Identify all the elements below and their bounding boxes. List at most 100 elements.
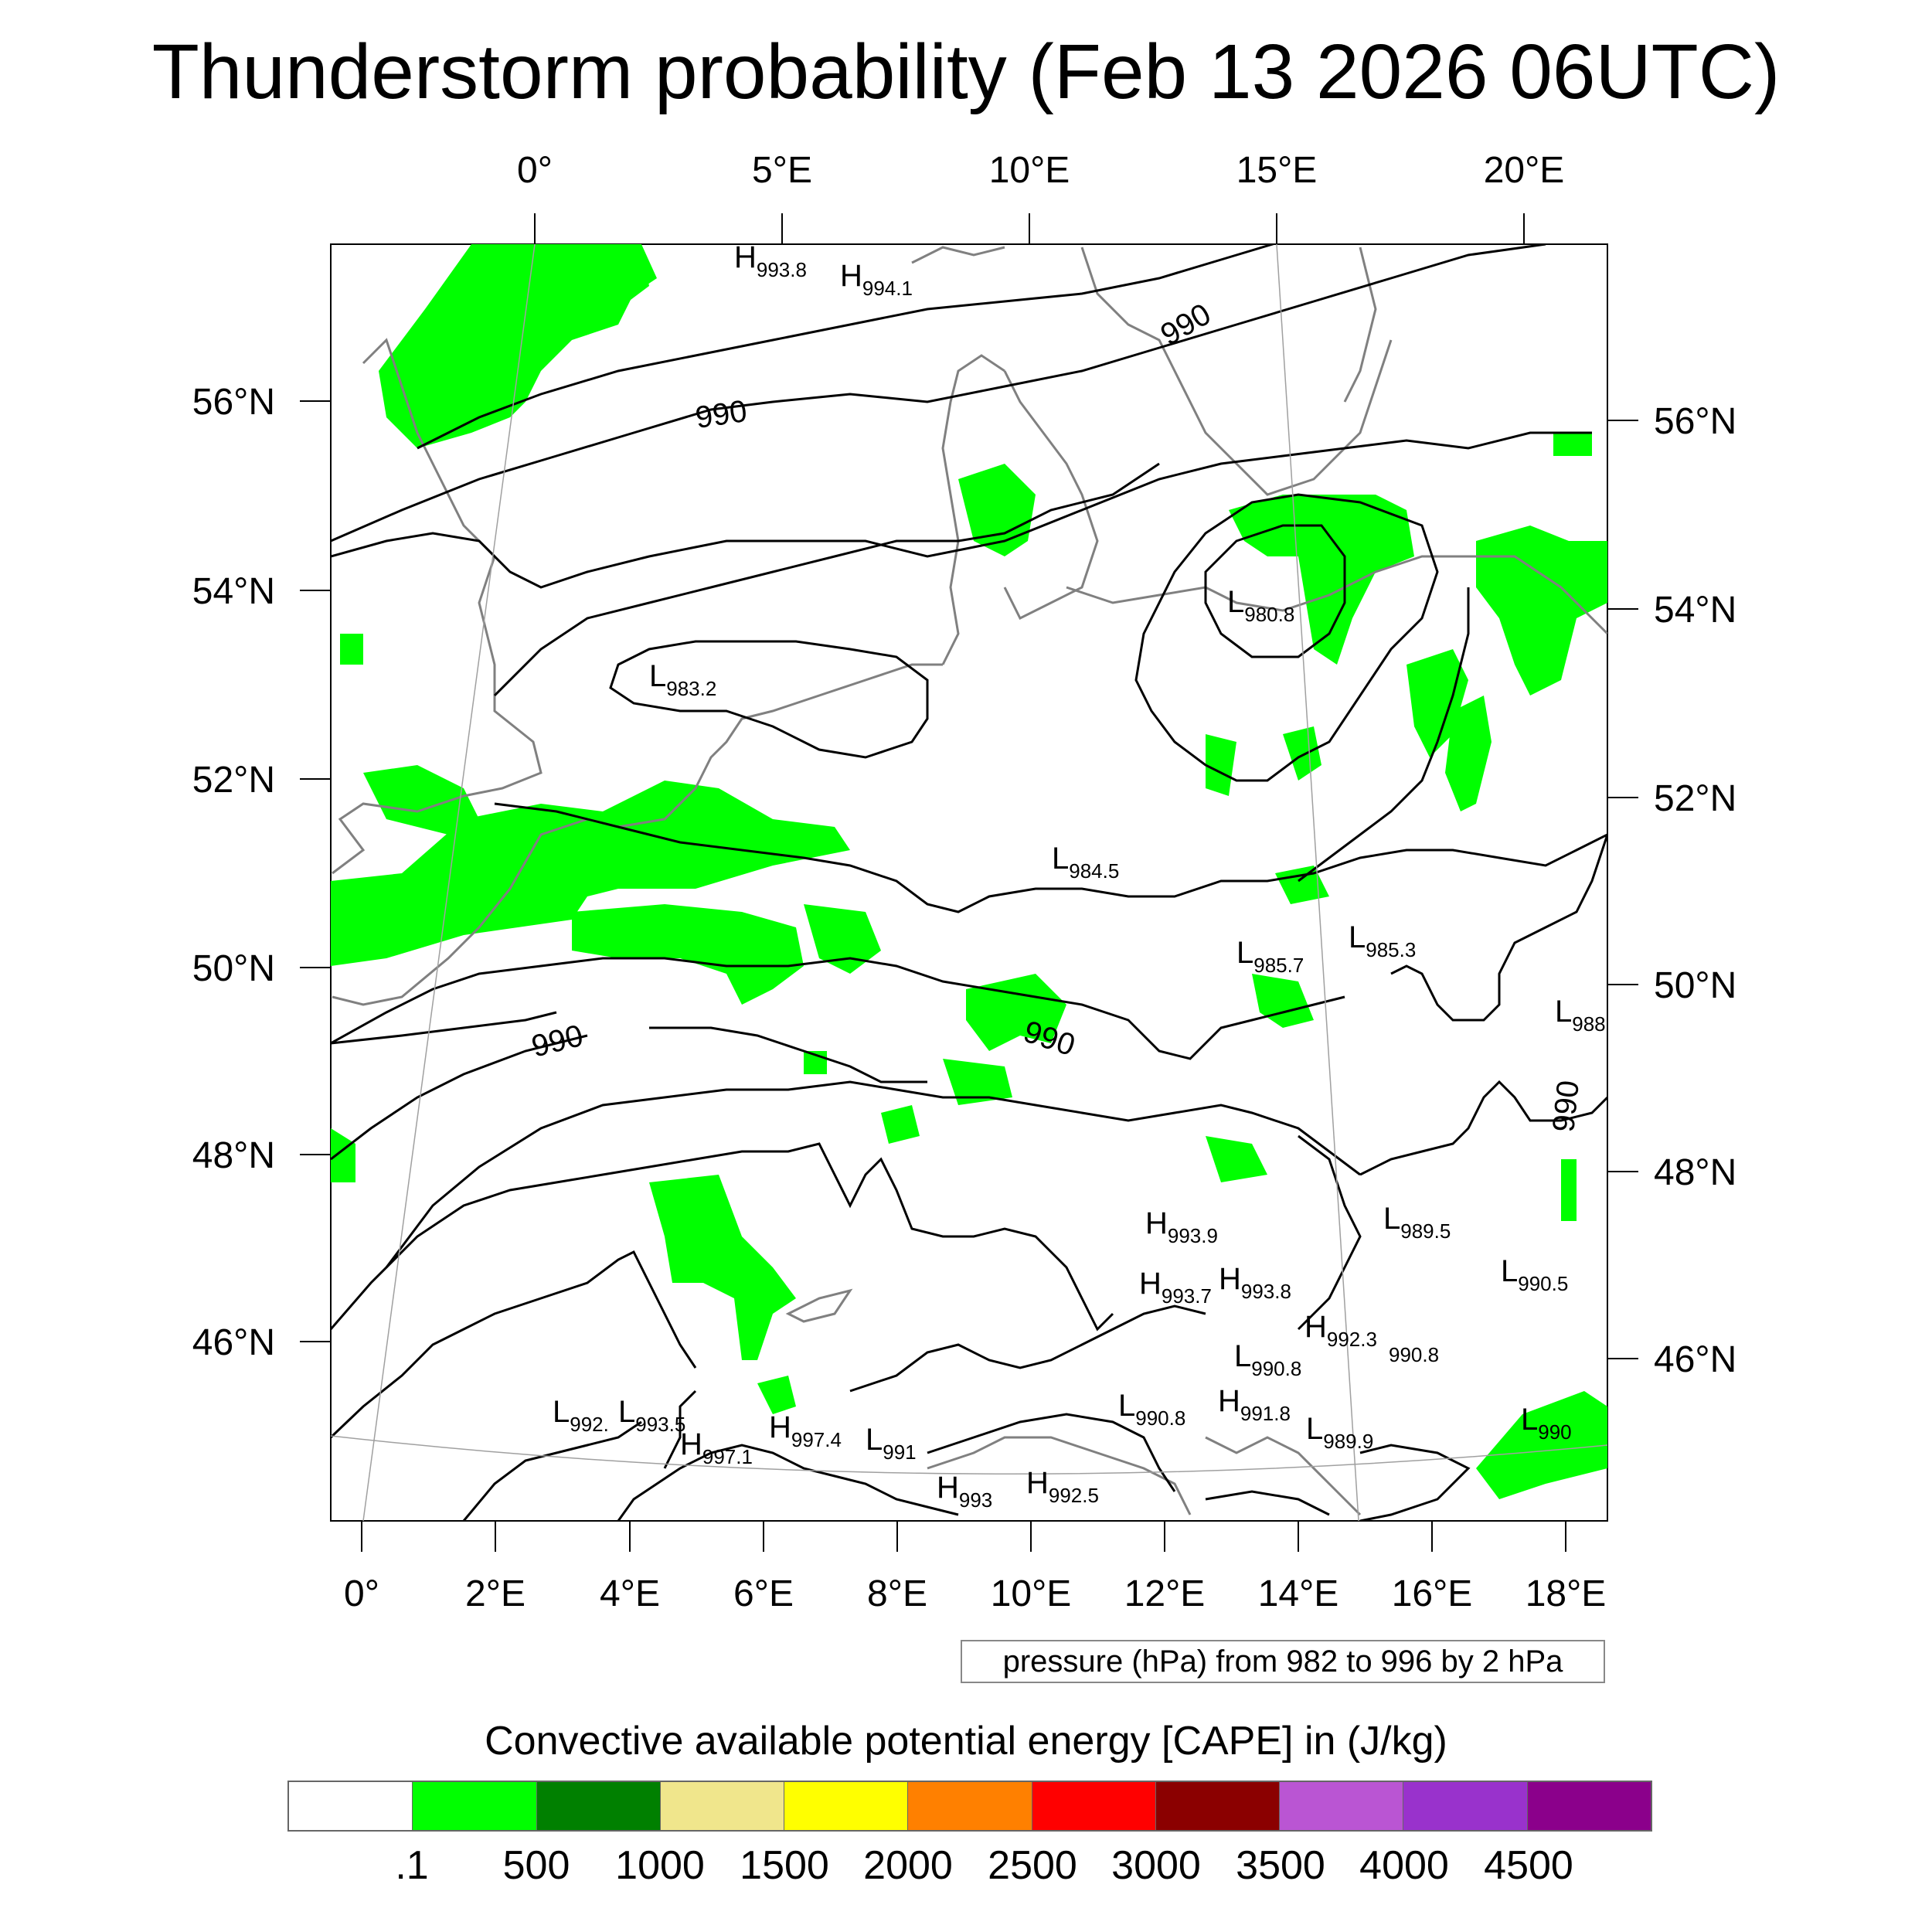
pressure-center-label: H993.8 (1219, 1262, 1291, 1303)
coast-sweden (1080, 247, 1393, 496)
cape-region-denmark (958, 464, 1036, 556)
colorbar-swatch (1280, 1782, 1404, 1830)
left-lat-label: 46°N (192, 1322, 275, 1363)
bottom-lon-label: 16°E (1392, 1573, 1473, 1614)
colorbar-swatch (1527, 1782, 1651, 1830)
colorbar-swatch (1032, 1782, 1156, 1830)
pressure-center-label: L991 (866, 1423, 917, 1464)
left-lat-label: 56°N (192, 382, 275, 423)
contour-n4 (493, 462, 1160, 697)
pressure-center-label: H993.8 (734, 240, 807, 281)
cape-region-adriatic (1476, 1391, 1607, 1499)
left-lat-label: 50°N (192, 948, 275, 989)
pressure-center-label: H997.4 (769, 1410, 842, 1451)
pressure-center-label: L985.3 (1349, 920, 1416, 961)
cape-region-e-edge (1561, 1159, 1577, 1221)
cape-region-czech (1252, 974, 1314, 1028)
coast-italy-north (927, 1436, 1192, 1515)
coast-norway-south (911, 246, 1005, 264)
meridian-15e (1276, 244, 1359, 1521)
meridian-0-top (362, 244, 536, 1521)
top-lon-label: 20°E (1484, 150, 1565, 191)
coast-france-north (332, 818, 619, 1006)
colorbar-label: 3000 (1111, 1843, 1201, 1888)
colorbar-label: .1 (395, 1843, 429, 1888)
contour-low-980-inner (1204, 524, 1346, 658)
pressure-center-label-extra: 990.8 (1389, 1343, 1439, 1366)
right-lat-label: 50°N (1654, 965, 1736, 1006)
colorbar-swatch (908, 1782, 1032, 1830)
left-lat-label: 52°N (192, 760, 275, 801)
right-lat-label: 48°N (1654, 1152, 1736, 1193)
contour-south-1 (331, 1034, 1361, 1268)
parallel-45n (331, 1435, 1607, 1475)
pressure-center-label: H992.5 (1026, 1466, 1099, 1507)
contour-central-2 (331, 957, 1345, 1060)
pressure-center-label: L985.7 (1236, 936, 1304, 977)
contour-low-983 (609, 640, 929, 759)
pressure-center-label: L990.5 (1501, 1254, 1568, 1295)
top-lon-label: 15°E (1236, 150, 1318, 191)
bottom-lon-label: 12°E (1124, 1573, 1206, 1614)
cape-region-n-italy (757, 1376, 796, 1414)
cape-region-belgium (572, 904, 804, 1005)
left-lat-label: 48°N (192, 1135, 275, 1176)
pressure-center-label: L984.5 (1052, 842, 1119, 883)
contour-east-3 (1359, 1080, 1607, 1176)
coast-netherlands (617, 663, 943, 828)
contour-se-1 (927, 1413, 1330, 1516)
colorbar-swatch (413, 1782, 537, 1830)
contour-label: 990 (1546, 1079, 1586, 1134)
contour-south-3 (331, 1250, 697, 1439)
cape-regions (331, 244, 1607, 1499)
cape-region-ne-spot (1553, 433, 1592, 456)
top-ticks (534, 213, 1525, 244)
cape-region-pl-ne (1445, 696, 1492, 811)
pressure-center-label: L990.8 (1118, 1389, 1185, 1430)
contour-east-loop (1297, 1134, 1362, 1331)
contour-east-2 (1390, 834, 1607, 1022)
cape-region-slovakia (1206, 1136, 1267, 1182)
contour-n3 (331, 431, 1592, 589)
cape-region-alps-west (649, 1175, 796, 1360)
right-ticks (1607, 420, 1638, 1359)
pressure-center-label: H994.1 (840, 259, 913, 300)
left-lat-label: 54°N (192, 571, 275, 612)
bottom-lon-label: 6°E (733, 1573, 794, 1614)
pressure-center-label: H992.3 (1304, 1310, 1377, 1351)
top-lon-label: 10°E (989, 150, 1070, 191)
bottom-lon-label: 2°E (465, 1573, 526, 1614)
colorbar-swatch (784, 1782, 909, 1830)
colorbar-swatch (1155, 1782, 1281, 1830)
colorbar-label: 4500 (1484, 1843, 1573, 1888)
cape-region-baltic-small (1206, 734, 1236, 796)
bottom-lon-label: 4°E (600, 1573, 660, 1614)
contour-bottom-2 (617, 1444, 959, 1521)
cape-region-lithuania (1476, 526, 1607, 696)
right-lat-label: 54°N (1654, 590, 1736, 631)
top-lon-label: 0° (517, 150, 553, 191)
cape-region-carpath (1283, 726, 1321, 781)
cape-region-ne-france (804, 904, 881, 974)
cape-region-poland (1229, 495, 1414, 665)
colorbar-label: 2500 (988, 1843, 1077, 1888)
bottom-lon-label: 10°E (991, 1573, 1072, 1614)
cape-region-w-edge2 (340, 634, 363, 665)
contour-low-980-outer (1134, 493, 1439, 782)
coast-britain (332, 338, 543, 875)
contour-label: 990 (693, 394, 749, 435)
bottom-ticks (361, 1521, 1566, 1552)
contour-south-2 (331, 1142, 1114, 1332)
pressure-note: pressure (hPa) from 982 to 996 by 2 hPa (961, 1640, 1605, 1683)
contour-central-1 (494, 802, 1607, 913)
left-ticks (300, 400, 331, 1342)
cape-region-w-edge (331, 1128, 355, 1182)
colorbar-label: 3500 (1236, 1843, 1325, 1888)
chart-title: Thunderstorm probability (Feb 13 2026 06… (151, 29, 1781, 115)
bottom-lon-label: 0° (344, 1573, 379, 1614)
colorbar-label: 1500 (740, 1843, 829, 1888)
colorbar-swatch (1403, 1782, 1528, 1830)
graticule (331, 244, 1607, 1521)
colorbar-swatch (289, 1782, 413, 1830)
